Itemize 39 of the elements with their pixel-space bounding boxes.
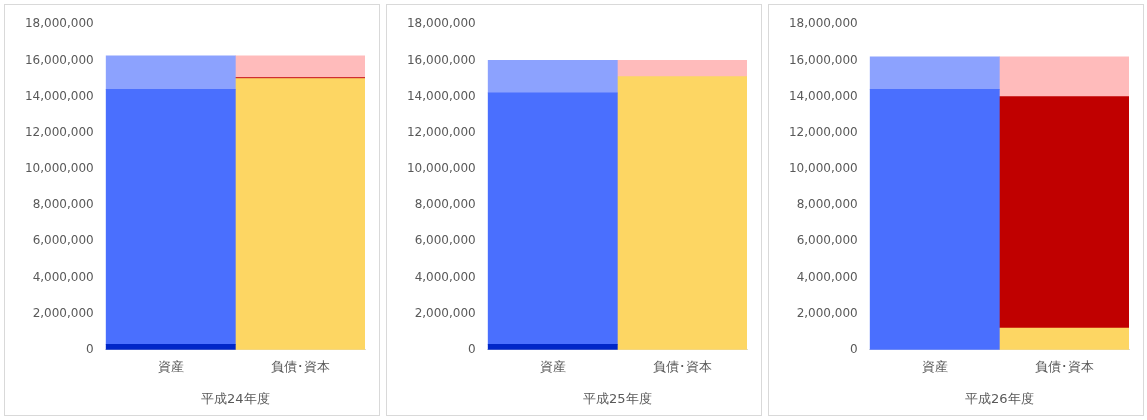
y-tick-label: 10,000,000	[24, 161, 94, 176]
x-axis-title: 平成25年度	[583, 390, 652, 406]
y-tick-label: 16,000,000	[24, 52, 94, 67]
y-tick-label: 2,000,000	[32, 305, 94, 320]
y-tick-label: 0	[468, 341, 476, 356]
y-tick-label: 6,000,000	[414, 233, 476, 248]
y-tick-label: 14,000,000	[788, 88, 858, 103]
y-tick-label: 18,000,000	[406, 16, 476, 31]
y-tick-label: 8,000,000	[796, 197, 858, 212]
y-tick-label: 2,000,000	[796, 305, 858, 320]
y-tick-label: 14,000,000	[24, 88, 94, 103]
y-tick-label: 0	[850, 341, 858, 356]
y-tick-label: 4,000,000	[414, 269, 476, 284]
y-tick-label: 16,000,000	[406, 52, 476, 67]
y-tick-label: 4,000,000	[32, 269, 94, 284]
y-tick-label: 6,000,000	[796, 233, 858, 248]
y-tick-label: 2,000,000	[414, 305, 476, 320]
y-tick-label: 6,000,000	[32, 233, 94, 248]
y-tick-label: 12,000,000	[24, 124, 94, 139]
y-tick-label: 12,000,000	[788, 124, 858, 139]
x-axis-title: 平成24年度	[201, 390, 270, 406]
x-tick-label: 資産	[157, 358, 184, 374]
y-tick-label: 10,000,000	[406, 161, 476, 176]
y-tick-label: 18,000,000	[24, 16, 94, 31]
x-tick-label: 資産	[539, 358, 566, 374]
y-tick-label: 14,000,000	[406, 88, 476, 103]
x-tick-label: 負債･資本	[270, 358, 330, 374]
y-tick-label: 8,000,000	[32, 197, 94, 212]
y-tick-label: 0	[86, 341, 94, 356]
y-tick-label: 12,000,000	[406, 124, 476, 139]
y-tick-label: 4,000,000	[796, 269, 858, 284]
y-tick-label: 10,000,000	[788, 161, 858, 176]
x-axis-title: 平成26年度	[965, 390, 1034, 406]
y-tick-label: 8,000,000	[414, 197, 476, 212]
x-tick-label: 資産	[921, 358, 948, 374]
x-tick-label: 負債･資本	[1034, 358, 1094, 374]
y-tick-label: 16,000,000	[788, 52, 858, 67]
x-tick-label: 負債･資本	[652, 358, 712, 374]
y-tick-label: 18,000,000	[788, 16, 858, 31]
